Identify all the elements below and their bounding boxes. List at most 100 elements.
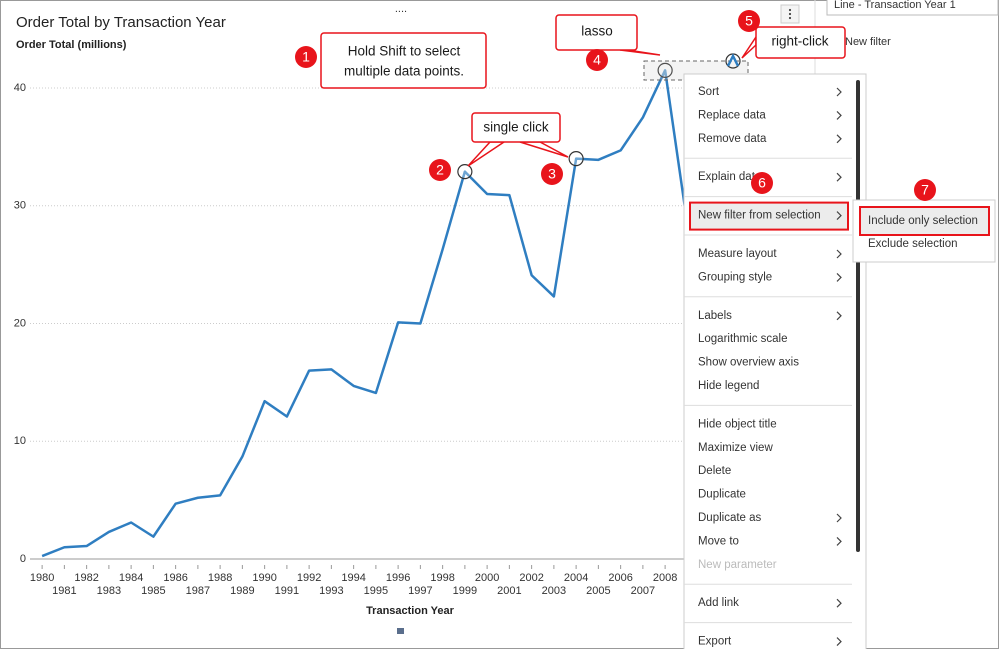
new-filter[interactable]: New filter [845,36,891,48]
step-badge [738,10,760,32]
tab[interactable] [826,0,999,16]
drag-handle[interactable]: .... [395,3,407,15]
selected-point[interactable] [457,164,473,180]
x-tick-label: 2000 [475,572,499,584]
x-tick-label: 1980 [30,572,54,584]
x-tick-label: 1984 [119,572,143,584]
x-tick-label: 1994 [341,572,365,584]
x-tick-label: 2001 [497,585,521,597]
menu-item[interactable]: Duplicate as [698,512,762,524]
step-number: 1 [302,49,310,65]
x-tick-label: 1990 [252,572,276,584]
x-tick-label: 2005 [586,585,610,597]
tab-label[interactable]: Line - Transaction Year 1 [834,0,956,11]
step-badge [429,159,451,181]
shift-callout-box [320,32,487,89]
step-badge [914,179,936,201]
menu-item[interactable]: Measure layout [698,248,777,260]
menu-item[interactable]: Explain data [698,171,762,183]
chevron [836,311,842,321]
menu-item[interactable]: Labels [698,310,732,322]
x-tick-label: 1986 [163,572,187,584]
chevron [836,598,842,608]
x-tick-label: 1982 [74,572,98,584]
step-number: 4 [593,52,601,68]
y-tick-label: 30 [14,200,26,212]
context-menu [683,73,867,649]
x-tick-label: 1995 [364,585,388,597]
menu-item[interactable]: Grouping style [698,271,772,283]
x-tick-label: 2004 [564,572,588,584]
resize-handle[interactable] [397,628,404,634]
callout-text: Hold Shift to select [348,44,461,59]
step-number: 5 [745,13,753,29]
menu-item[interactable]: Hide legend [698,380,759,392]
y-tick-label: 20 [14,317,26,329]
x-tick-label: 1987 [186,585,210,597]
overlay: Hold Shift to select multiple data points… [295,10,996,649]
x-tick-label: 1988 [208,572,232,584]
menu-item[interactable]: Remove data [698,133,767,145]
menu-item[interactable]: Sort [698,86,720,98]
plot: 0102030401980198119821983198419851986198… [14,62,800,597]
x-tick-label: 1996 [386,572,410,584]
chevron [836,513,842,523]
chevron [836,134,842,144]
right-click-mark [726,53,740,67]
chevron [836,637,842,647]
click-callout-box [471,112,561,143]
chevron [836,536,842,546]
x-tick-label: 2008 [653,572,677,584]
x-tick-label: 1999 [453,585,477,597]
chart-title: Order Total by Transaction Year [16,14,226,31]
step-number: 2 [436,162,444,178]
step-number: 7 [921,182,929,198]
submenu-item[interactable]: Exclude selection [868,238,958,250]
menu-item[interactable]: Hide object title [698,418,777,430]
x-tick-label: 1993 [319,585,343,597]
x-tick-label: 1991 [275,585,299,597]
menu-item[interactable]: Maximize view [698,442,773,454]
x-tick-label: 2006 [608,572,632,584]
step-badge [295,46,317,68]
callout-text: lasso [581,24,613,39]
callout-text: multiple data points. [344,64,464,79]
step-number: 3 [548,166,556,182]
x-tick-label: 1989 [230,585,254,597]
x-tick-label: 2007 [631,585,655,597]
callout-text: right-click [771,34,828,49]
x-tick-label: 2002 [519,572,543,584]
chevron [836,172,842,182]
menu-item[interactable]: Duplicate [698,489,746,501]
menu-item[interactable]: Logarithmic scale [698,333,787,345]
step-badge [541,163,563,185]
y-tick-label: 10 [14,435,26,447]
chevron [836,211,842,221]
right-click-callout-box [755,26,846,59]
x-axis-label: Transaction Year [366,605,455,617]
y-axis-label: Order Total (millions) [16,39,127,51]
menu-item-highlight [689,201,849,231]
menu-item[interactable]: Export [698,636,732,648]
selected-point[interactable] [657,62,673,78]
chevron [836,87,842,97]
x-tick-label: 1981 [52,585,76,597]
x-tick-label: 1998 [430,572,454,584]
y-tick-label: 0 [20,553,26,565]
menu-item[interactable]: Delete [698,465,731,477]
menu-item[interactable]: Replace data [698,109,766,121]
y-tick-label: 40 [14,82,26,94]
selected-point[interactable] [568,151,584,167]
menu-item[interactable]: Show overview axis [698,357,799,369]
series-line[interactable] [41,69,689,558]
menu-item[interactable]: New filter from selection [698,210,821,222]
submenu-item[interactable]: Include only selection [868,215,978,227]
chevron [836,272,842,282]
more-icon [788,8,792,20]
x-tick-label: 2003 [542,585,566,597]
menu-item: New parameter [698,559,777,571]
menu-item[interactable]: Move to [698,535,739,547]
x-tick-label: 1992 [297,572,321,584]
callout-text: single click [483,120,549,135]
menu-item[interactable]: Add link [698,597,739,609]
